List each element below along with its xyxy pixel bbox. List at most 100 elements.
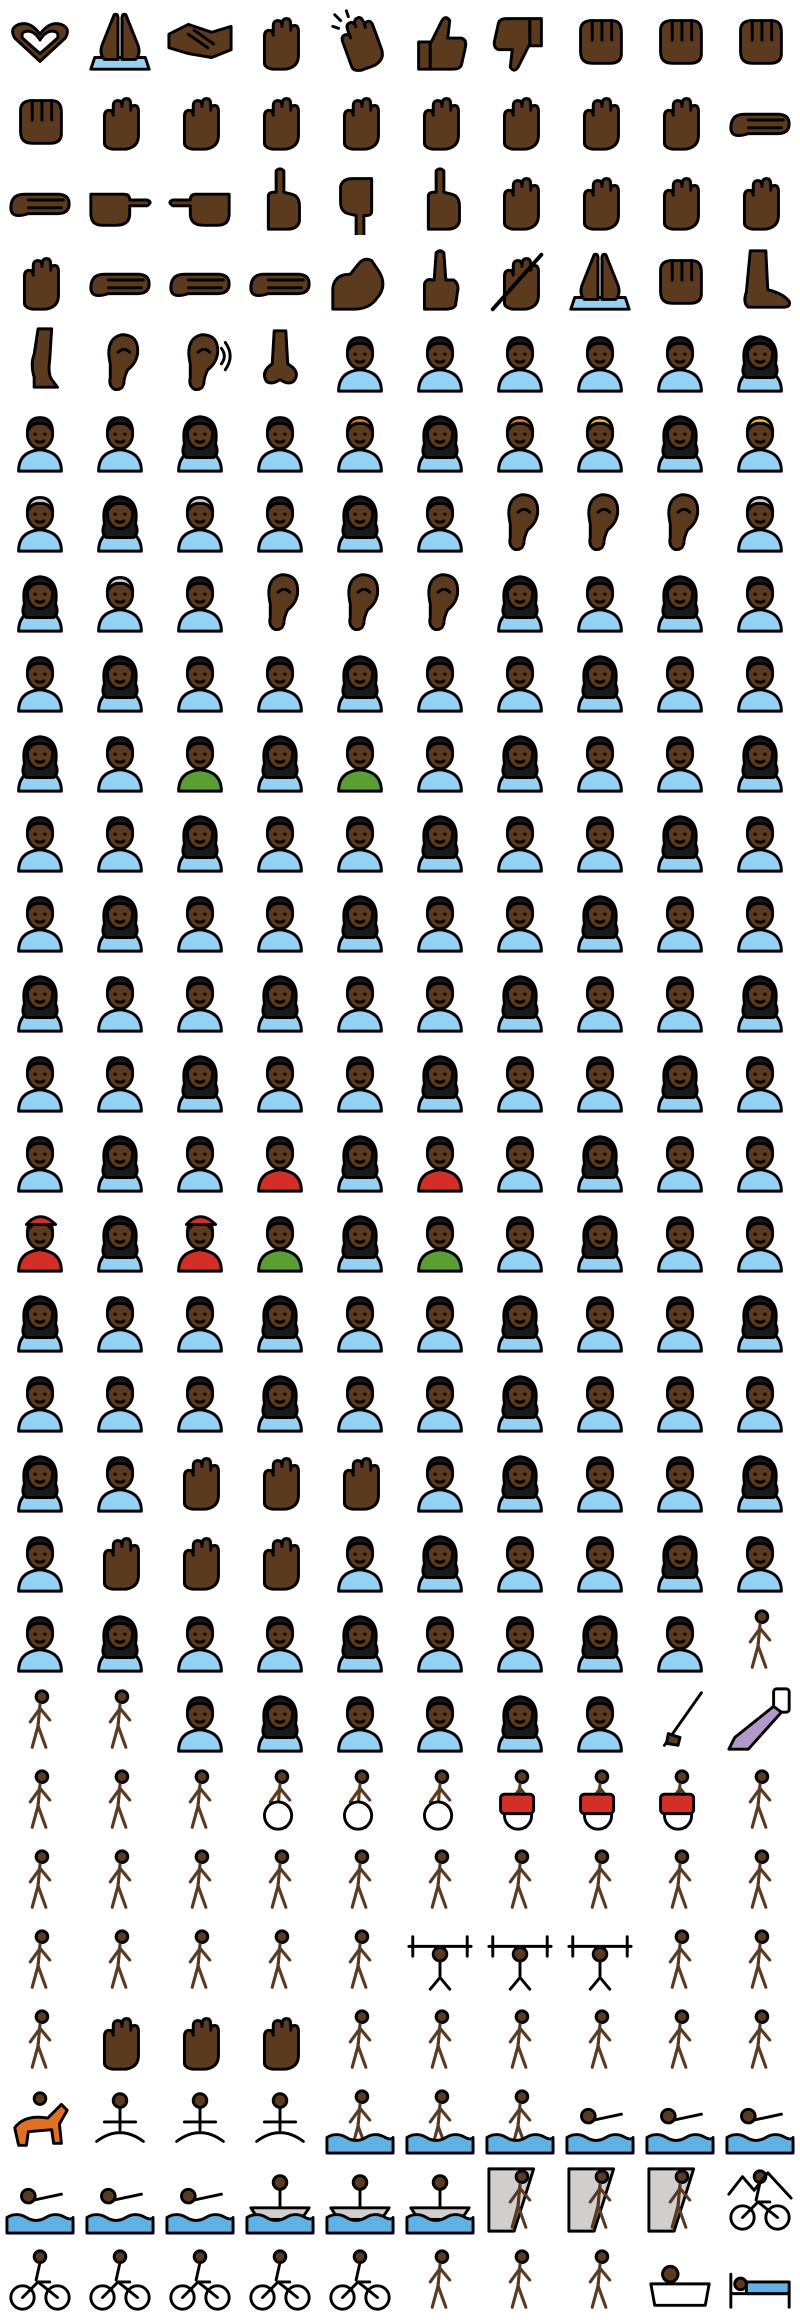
- person-in-tuxedo-icon: [337, 1056, 383, 1113]
- woman-raising-hand-icon: [182, 1537, 220, 1591]
- oncoming-fist-icon: [579, 19, 623, 65]
- raised-hand-cell: [480, 160, 560, 240]
- man-blond-hair-icon: [737, 416, 783, 473]
- man-cartwheeling-cell: [0, 2000, 80, 2080]
- pregnant-person-icon: [177, 1376, 223, 1433]
- deaf-woman-cell: [400, 1520, 480, 1600]
- man-elf-icon: [657, 1216, 703, 1273]
- backhand-index-pointing-right-cell: [80, 160, 160, 240]
- man-shrugging-cell: [160, 1600, 240, 1680]
- woman-supervillain-cell: [560, 1120, 640, 1200]
- person-walking-icon: [748, 1769, 772, 1829]
- man-elf-cell: [640, 1200, 720, 1280]
- woman-tipping-hand-cell: [240, 1440, 320, 1520]
- firefighter-cell: [400, 960, 480, 1040]
- man-construction-worker-icon: [177, 656, 223, 713]
- backhand-index-pointing-right-icon: [89, 192, 152, 227]
- woman-astronaut-cell: [160, 1040, 240, 1120]
- person-with-veil-cell: [560, 1040, 640, 1120]
- pinched-fingers-cell: [560, 80, 640, 160]
- prince-cell: [0, 1120, 80, 1200]
- woman-detective-icon: [577, 655, 623, 713]
- handshake-cell: [160, 0, 240, 80]
- person-biking-icon: [9, 2249, 71, 2311]
- factory-worker-cell: [560, 800, 640, 880]
- woman-with-probing-cane-icon: [28, 1689, 52, 1749]
- woman-bald-cell: [320, 480, 400, 560]
- man-cook-icon: [577, 736, 623, 793]
- princess-cell: [80, 1120, 160, 1200]
- woman-in-lotus-position-icon: [175, 2092, 225, 2143]
- older-person-cell: [720, 480, 800, 560]
- woman-health-worker-icon: [17, 735, 63, 793]
- backhand-index-pointing-down-icon: [339, 177, 374, 235]
- old-woman-icon: [17, 575, 63, 633]
- woman-icon: [737, 335, 783, 393]
- breast-feeding-icon: [417, 1376, 463, 1433]
- man-vampire-icon: [97, 1296, 143, 1353]
- man-curly-hair-alt-icon: [257, 416, 303, 473]
- person-cartwheeling-icon: [668, 1929, 692, 1989]
- raised-hand-with-fingers-splayed-icon: [582, 177, 620, 231]
- person-gesturing-ok-cell: [640, 1440, 720, 1520]
- raised-fist-alt-icon: [659, 259, 703, 305]
- woman-cartwheeling-cell: [720, 1920, 800, 2000]
- man-tipping-hand-cell: [320, 1440, 400, 1520]
- woman-beard-cell: [560, 480, 640, 560]
- person-dancing-icon: [28, 1769, 52, 1829]
- person-with-veil-icon: [577, 1056, 623, 1113]
- pinching-hand-icon: [662, 97, 700, 151]
- student-icon: [657, 736, 703, 793]
- snowboarder-cell: [320, 1920, 400, 2000]
- love-you-gesture-icon: [422, 97, 460, 151]
- writing-hand-cell: [480, 240, 560, 320]
- ok-hand-cell: [480, 80, 560, 160]
- woman-construction-worker-cell: [80, 640, 160, 720]
- woman-cartwheeling-icon: [748, 1929, 772, 1989]
- person-juggling-alt-cell: [400, 2240, 480, 2320]
- woman-pouting-cell: [560, 1600, 640, 1680]
- man-feeding-baby-icon: [577, 1376, 623, 1433]
- woman-office-worker-icon: [97, 895, 143, 953]
- man-factory-worker-icon: [737, 816, 783, 873]
- technologist-icon: [737, 896, 783, 953]
- person-climbing-cell: [480, 2160, 560, 2240]
- woman-bowing-cell: [240, 1680, 320, 1760]
- man-in-tuxedo-icon: [497, 1056, 543, 1113]
- woman-bowing-icon: [257, 1695, 303, 1753]
- person-with-crown-icon: [177, 1136, 223, 1193]
- woman-pouting-icon: [577, 1615, 623, 1673]
- woman-surfing-face-cell: [480, 1680, 560, 1760]
- man-biking-icon: [169, 2249, 231, 2311]
- man-with-white-cane-cell: [320, 1840, 400, 1920]
- woman-judge-cell: [400, 800, 480, 880]
- thumbs-up-cell: [400, 0, 480, 80]
- woman-judge-icon: [417, 815, 463, 873]
- man-teacher-cell: [240, 800, 320, 880]
- woman-in-motorized-wheelchair-icon: [579, 1769, 616, 1831]
- old-woman-cell: [0, 560, 80, 640]
- backhand-index-pointing-left-cell: [160, 160, 240, 240]
- crossed-fingers-cell: [80, 80, 160, 160]
- man-supervillain-icon: [657, 1136, 703, 1193]
- mage-cell: [240, 1200, 320, 1280]
- palm-down-hand-cell: [0, 160, 80, 240]
- person-feeding-baby-icon: [657, 1376, 703, 1433]
- judge-icon: [337, 816, 383, 873]
- rightwards-hand-cell: [160, 240, 240, 320]
- raised-back-of-hand-icon: [262, 17, 300, 71]
- palms-up-together-icon: [89, 12, 151, 71]
- man-swimming-icon: [725, 2107, 795, 2155]
- man-curly-hair-icon: [17, 416, 63, 473]
- woman-with-probing-cane-cell: [0, 1680, 80, 1760]
- construction-worker-icon: [17, 656, 63, 713]
- deaf-person-cell: [320, 1520, 400, 1600]
- woman-in-tuxedo-cell: [400, 1040, 480, 1120]
- man-climbing-icon: [647, 2167, 696, 2233]
- person-curly-hair-cell: [80, 400, 160, 480]
- woman-technologist-icon: [17, 975, 63, 1033]
- woman-cell: [720, 320, 800, 400]
- woman-playing-water-polo-icon: [85, 2187, 155, 2235]
- folded-hands-icon: [569, 252, 631, 311]
- man-bald-cell: [400, 480, 480, 560]
